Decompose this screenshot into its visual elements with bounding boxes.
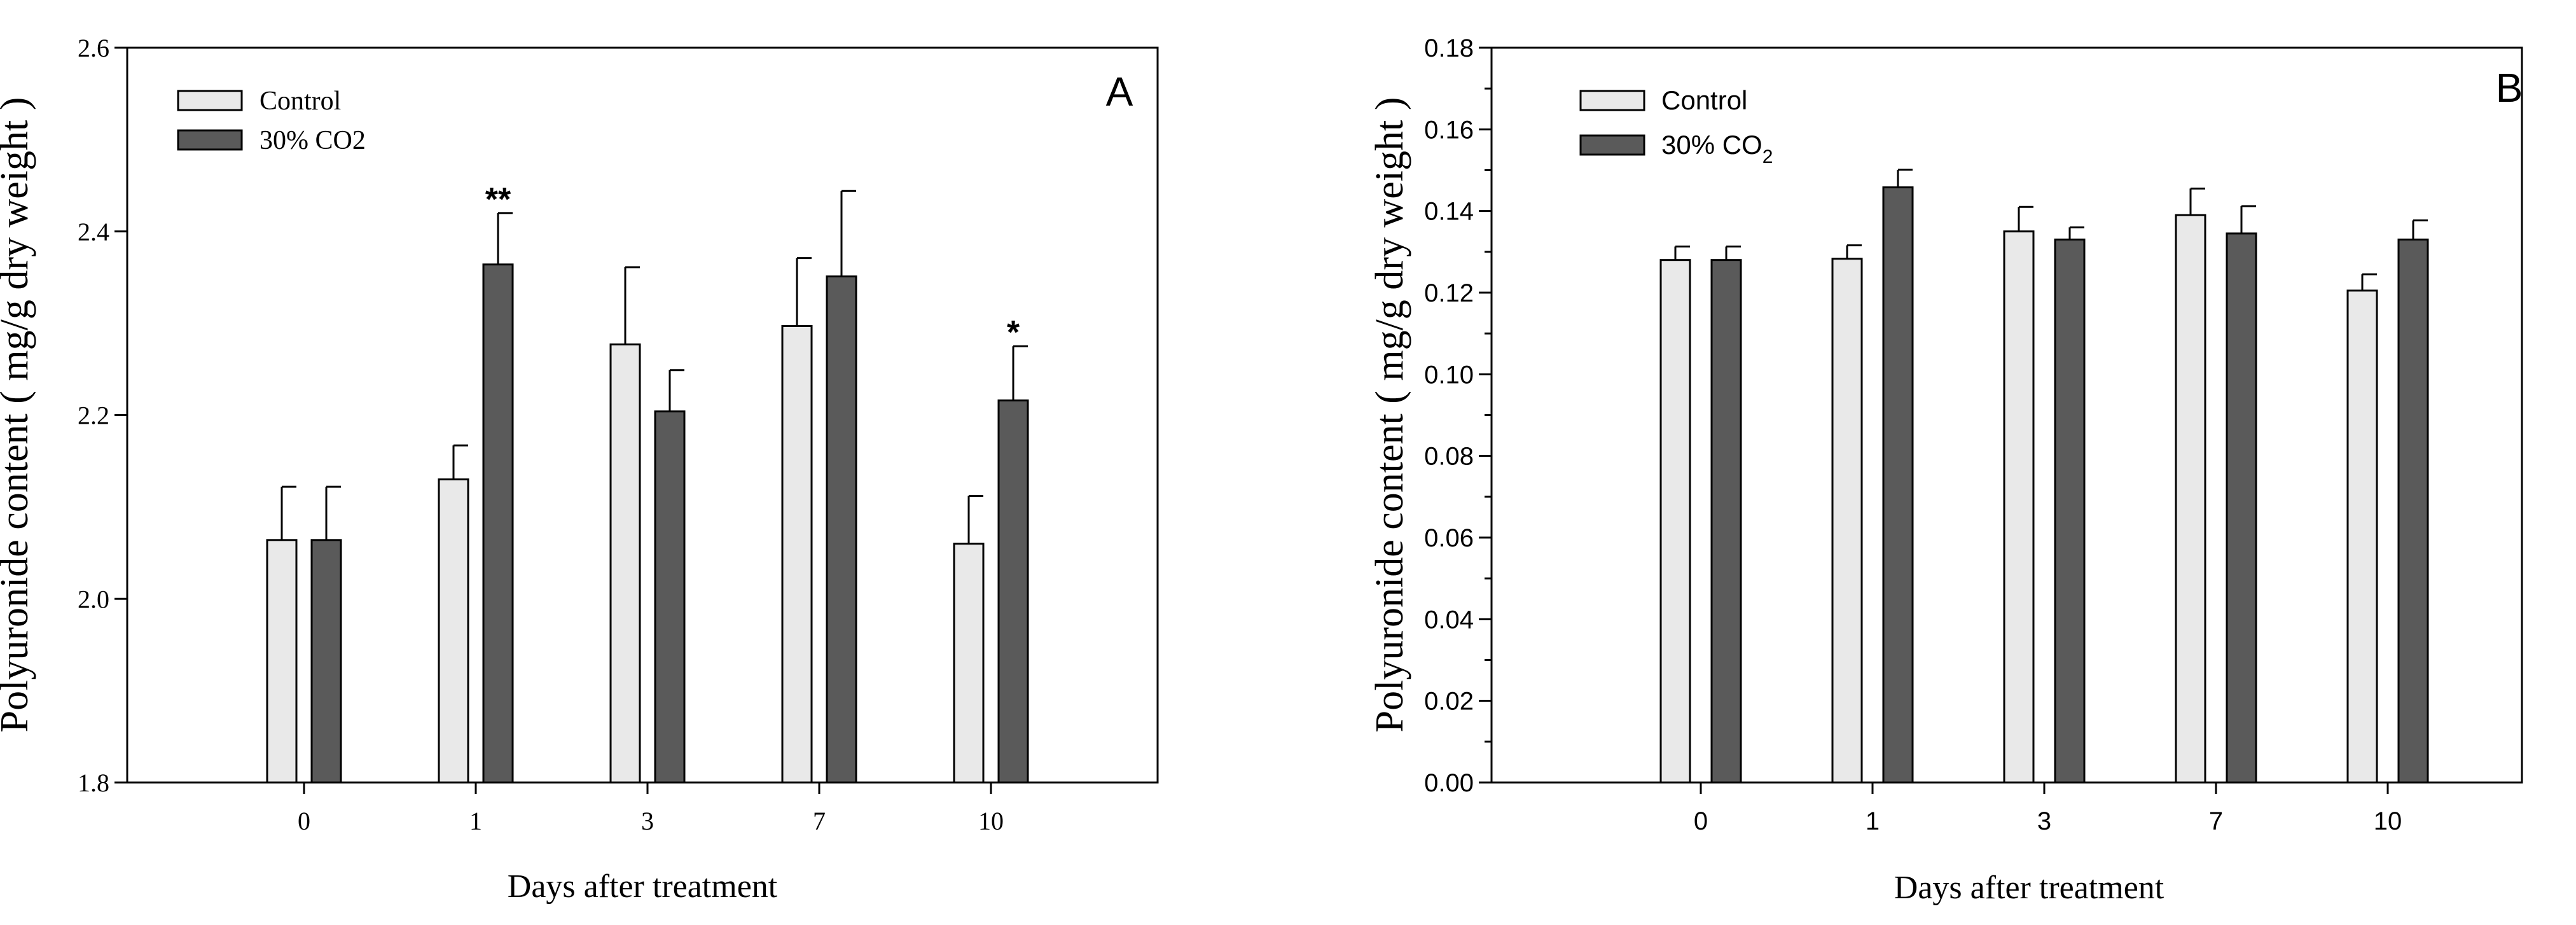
- x-tick-label: 7: [813, 807, 826, 835]
- panel-a-x-axis: 0 1 3 7 10: [298, 782, 1004, 835]
- panel-a-x-axis-title: Days after treatment: [508, 868, 778, 905]
- panel-b-x-axis: 0 1 3 7 10: [1694, 782, 2402, 835]
- y-tick-label: 0.10: [1424, 361, 1474, 389]
- panel-b-y-axis: 0.00 0.02 0.04 0.06 0.08 0.10 0.12 0.14 0.16 0.18: [1424, 34, 1492, 797]
- panel-b-label: B: [2496, 65, 2523, 111]
- legend-label-co2: 30% CO2: [1661, 130, 1773, 167]
- significance-mark: *: [1007, 314, 1020, 351]
- panel-b-error-bars: [1674, 169, 2428, 291]
- bar-co2: [2397, 239, 2429, 784]
- x-tick-label: 1: [1866, 807, 1880, 835]
- panel-a-significance-marks: ***: [485, 181, 1020, 351]
- y-tick-label: 0.12: [1424, 279, 1474, 307]
- x-tick-label: 1: [469, 807, 482, 835]
- panel-b-x-axis-title: Days after treatment: [1894, 870, 2164, 906]
- legend-label-co2-subscript: 2: [1762, 146, 1773, 167]
- bar-control: [953, 543, 985, 784]
- y-tick-label: 0.18: [1424, 34, 1474, 62]
- x-tick-label: 10: [2374, 807, 2402, 835]
- y-tick-label: 0.16: [1424, 116, 1474, 144]
- bar-co2: [482, 263, 514, 784]
- panel-b-legend: Control 30% CO2: [1579, 85, 1773, 167]
- legend-label-control: Control: [1661, 85, 1747, 115]
- legend-swatch-control: [177, 90, 243, 111]
- bar-co2: [310, 539, 342, 784]
- panel-b: 0.00 0.02 0.04 0.06 0.08 0.10 0.12 0.14 0.16 0.18…: [1368, 34, 2523, 906]
- bar-control: [1659, 259, 1691, 784]
- panel-a-legend: Control 30% CO2: [177, 87, 366, 155]
- y-tick-label: 1.8: [78, 769, 109, 797]
- bar-co2: [1710, 259, 1742, 784]
- y-tick-label: 2.4: [78, 218, 109, 246]
- x-tick-label: 7: [2209, 807, 2223, 835]
- x-tick-label: 3: [641, 807, 654, 835]
- legend-swatch-co2: [177, 129, 243, 151]
- bar-co2: [1882, 186, 1914, 784]
- panel-a-label: A: [1106, 69, 1133, 115]
- x-tick-label: 0: [1694, 807, 1708, 835]
- x-tick-label: 0: [298, 807, 310, 835]
- bar-control: [609, 343, 641, 784]
- bar-control: [2346, 289, 2378, 784]
- panel-b-bars: [1659, 186, 2429, 784]
- y-tick-label: 2.6: [78, 34, 109, 62]
- x-tick-label: 10: [978, 807, 1004, 835]
- legend-label-co2: 30% CO2: [260, 126, 366, 155]
- panel-a-y-axis: 1.8 2.0 2.2 2.4 2.6: [78, 34, 127, 797]
- bar-control: [1831, 258, 1863, 784]
- legend-label-co2-text: 30% CO: [1661, 130, 1762, 160]
- panel-a: 1.82.02.22.42.6 0 1 3 7 10 *** Polyuronide c…: [0, 34, 1159, 905]
- y-tick-label: 2.2: [78, 401, 109, 430]
- y-tick-label: 0.08: [1424, 443, 1474, 471]
- y-tick-label: 0.00: [1424, 769, 1474, 797]
- bar-co2: [654, 410, 686, 784]
- bar-co2: [826, 275, 857, 784]
- panel-a-error-bars: [280, 190, 1028, 544]
- legend-swatch-control: [1579, 90, 1645, 111]
- y-tick-label: 0.14: [1424, 198, 1474, 226]
- panel-a-y-axis-title: Polyuronide content ( mg/g dry weight ): [0, 97, 36, 733]
- bar-control: [781, 324, 813, 784]
- y-tick-label: 2.0: [78, 585, 109, 613]
- x-tick-label: 3: [2037, 807, 2051, 835]
- y-tick-label: 0.02: [1424, 688, 1474, 716]
- significance-mark: **: [485, 181, 511, 218]
- bar-control: [266, 539, 298, 784]
- legend-swatch-co2: [1579, 134, 1645, 156]
- bar-co2: [2054, 239, 2086, 784]
- y-tick-label: 0.04: [1424, 606, 1474, 634]
- bar-control: [438, 478, 469, 784]
- panel-b-y-axis-title: Polyuronide content ( mg/g dry weight ): [1368, 97, 1411, 733]
- y-tick-label: 0.06: [1424, 524, 1474, 552]
- bar-co2: [2226, 232, 2257, 784]
- panel-a-bars: [266, 263, 1029, 784]
- legend-label-control: Control: [260, 87, 341, 116]
- bar-control: [2175, 214, 2206, 784]
- bar-co2: [997, 399, 1029, 784]
- bar-control: [2003, 230, 2035, 784]
